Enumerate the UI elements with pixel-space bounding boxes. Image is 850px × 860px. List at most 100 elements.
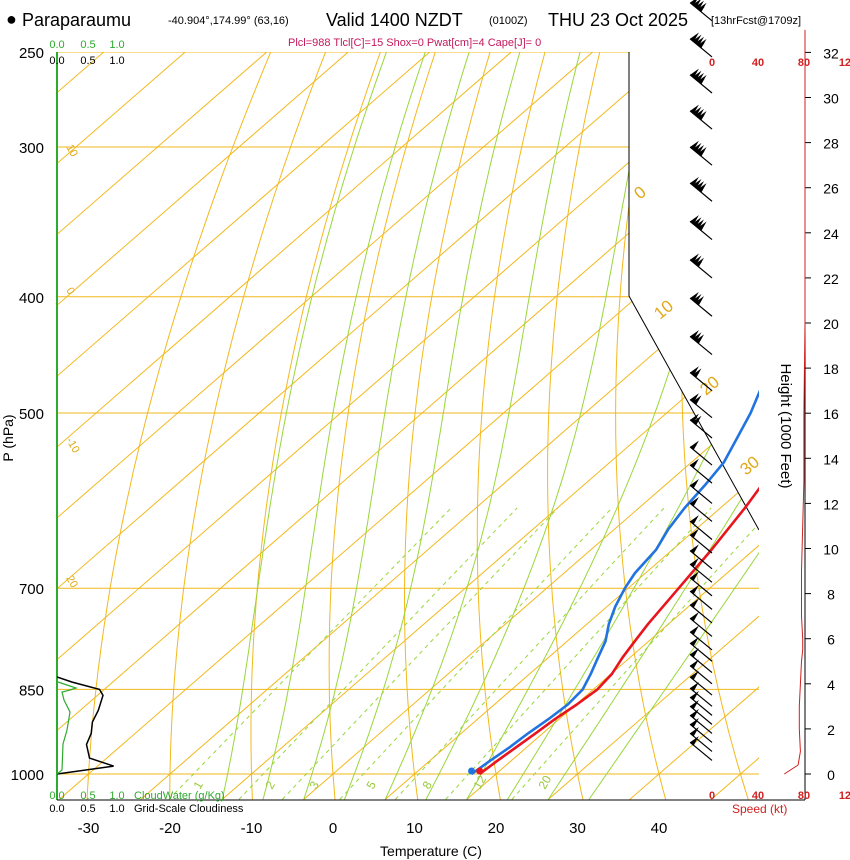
wind-barb-flag [690, 709, 699, 719]
isotherm-line [57, 52, 186, 165]
moist-adiabat-line [588, 551, 759, 800]
wind-barb-flag [697, 2, 707, 13]
wind-barb [689, 253, 713, 279]
valid-utc: (0100Z) [489, 15, 528, 27]
wind-barb-flag [692, 34, 702, 44]
wind-barb-flag [690, 681, 699, 692]
height-tick-label: 6 [827, 632, 835, 648]
dry-adiabat-line [404, 52, 491, 800]
isotherm-line [57, 52, 675, 590]
wind-barb [689, 571, 713, 597]
mixing-ratio-line [168, 507, 452, 800]
wind-barb-flag [690, 478, 699, 489]
wind-barb-flag [690, 690, 699, 701]
wind-barb [689, 104, 713, 130]
wind-barb-flag [690, 215, 699, 225]
wind-barb-flag [695, 334, 705, 344]
wind-barb-flag [690, 291, 699, 302]
dry-adiabat-line [169, 52, 327, 800]
wind-barb-flag [690, 393, 699, 403]
mixing-ratio-label: 12 [470, 773, 489, 792]
wind-barb [689, 557, 713, 583]
wind-barb-flag [697, 147, 707, 157]
wind-barb [689, 690, 713, 716]
wind-barb [689, 458, 713, 484]
wind-barb [689, 709, 713, 734]
temperature-tick-label: 20 [488, 820, 505, 837]
wind-barb-flag [692, 415, 702, 425]
mixing-ratio-label: 3 [306, 778, 322, 791]
height-tick-label: 10 [823, 542, 839, 558]
wind-speed-profile [784, 29, 806, 775]
wind-barb-flag [697, 38, 707, 49]
chart-blank-region [629, 52, 759, 530]
moist-adiabat-line [262, 52, 426, 800]
height-tick-label: 2 [827, 722, 835, 738]
wind-barb [689, 330, 713, 356]
surface-dewpoint-marker [468, 767, 476, 775]
wind-barb-staff [689, 399, 713, 419]
pressure-tick-label: 850 [19, 682, 44, 699]
dry-adiabat-line [476, 52, 546, 800]
mixing-ratio-line [445, 507, 712, 800]
wind-barb-flag [692, 106, 702, 117]
wind-barb-flag [690, 440, 699, 450]
wind-speed-top-tick: 120 [839, 57, 850, 69]
wind-barb-flag [690, 699, 699, 710]
height-tick-label: 14 [823, 451, 839, 467]
height-tick-label: 18 [823, 361, 839, 377]
pressure-tick-label: 300 [19, 140, 44, 157]
height-tick-label: 30 [823, 91, 839, 107]
moist-adiabat-line [425, 52, 654, 800]
wind-barb-staff [689, 534, 713, 554]
wind-barb-half [694, 371, 700, 378]
wind-barb [689, 0, 713, 22]
temperature-tick-label: 40 [651, 820, 668, 837]
height-tick-label: 32 [823, 45, 839, 61]
wind-barb [689, 393, 713, 419]
isotherm-line [303, 402, 759, 800]
height-tick-label: 24 [823, 226, 839, 242]
cloudiness-axis-label: Grid-Scale Cloudiness [134, 803, 244, 815]
dry-adiabat-line [547, 52, 601, 800]
wind-barb [689, 215, 713, 241]
wind-barb-flag [695, 0, 705, 10]
wind-barb-flag [692, 255, 702, 265]
cloudiness-bottom-tick: 0.0 [49, 803, 64, 815]
wind-barb-flag [690, 571, 699, 581]
wind-speed-bottom-tick: 120 [839, 790, 850, 802]
pressure-tick-label: 700 [19, 581, 44, 598]
mixing-ratio-label: 5 [363, 778, 379, 791]
isotherm-line [57, 52, 431, 377]
cloudiness-bottom-tick: 0.5 [80, 803, 95, 815]
mixing-ratio-line [238, 507, 518, 800]
surface-temperature-marker [476, 767, 484, 775]
temperature-profile [478, 486, 759, 776]
pressure-tick-label: 500 [19, 406, 44, 423]
wind-barb [689, 718, 713, 743]
wind-barb-flag [690, 515, 699, 525]
title-bullet: ● [6, 9, 17, 29]
wind-barb [689, 478, 713, 504]
wind-speed-top-tick: 80 [798, 57, 810, 69]
isotherm-line [57, 52, 594, 519]
sounding-indices: Plcl=988 Tlcl[C]=15 Shox=0 Pwat[cm]=4 Ca… [288, 37, 542, 49]
dry-adiabat-line [86, 52, 272, 800]
location-name: Paraparaumu [22, 10, 132, 30]
temperature-tick-label: -10 [241, 820, 263, 837]
wind-barb-flag [690, 68, 699, 78]
cloudiness-bottom-tick: 1.0 [109, 803, 124, 815]
wind-barb-flag [692, 395, 702, 405]
wind-barb-flag [690, 140, 699, 151]
wind-barb [689, 584, 713, 610]
wind-barb-half [699, 42, 705, 48]
cloudwater-bottom-tick: 0.5 [80, 790, 95, 802]
wind-barb [689, 497, 713, 522]
wind-barb-flag [697, 221, 707, 231]
wind-barb-flag [690, 544, 699, 554]
wind-barb-staff [689, 372, 713, 392]
mixing-ratio-label: 20 [535, 773, 554, 792]
isotherm-line [547, 615, 759, 800]
dewpoint-profile [470, 389, 759, 776]
